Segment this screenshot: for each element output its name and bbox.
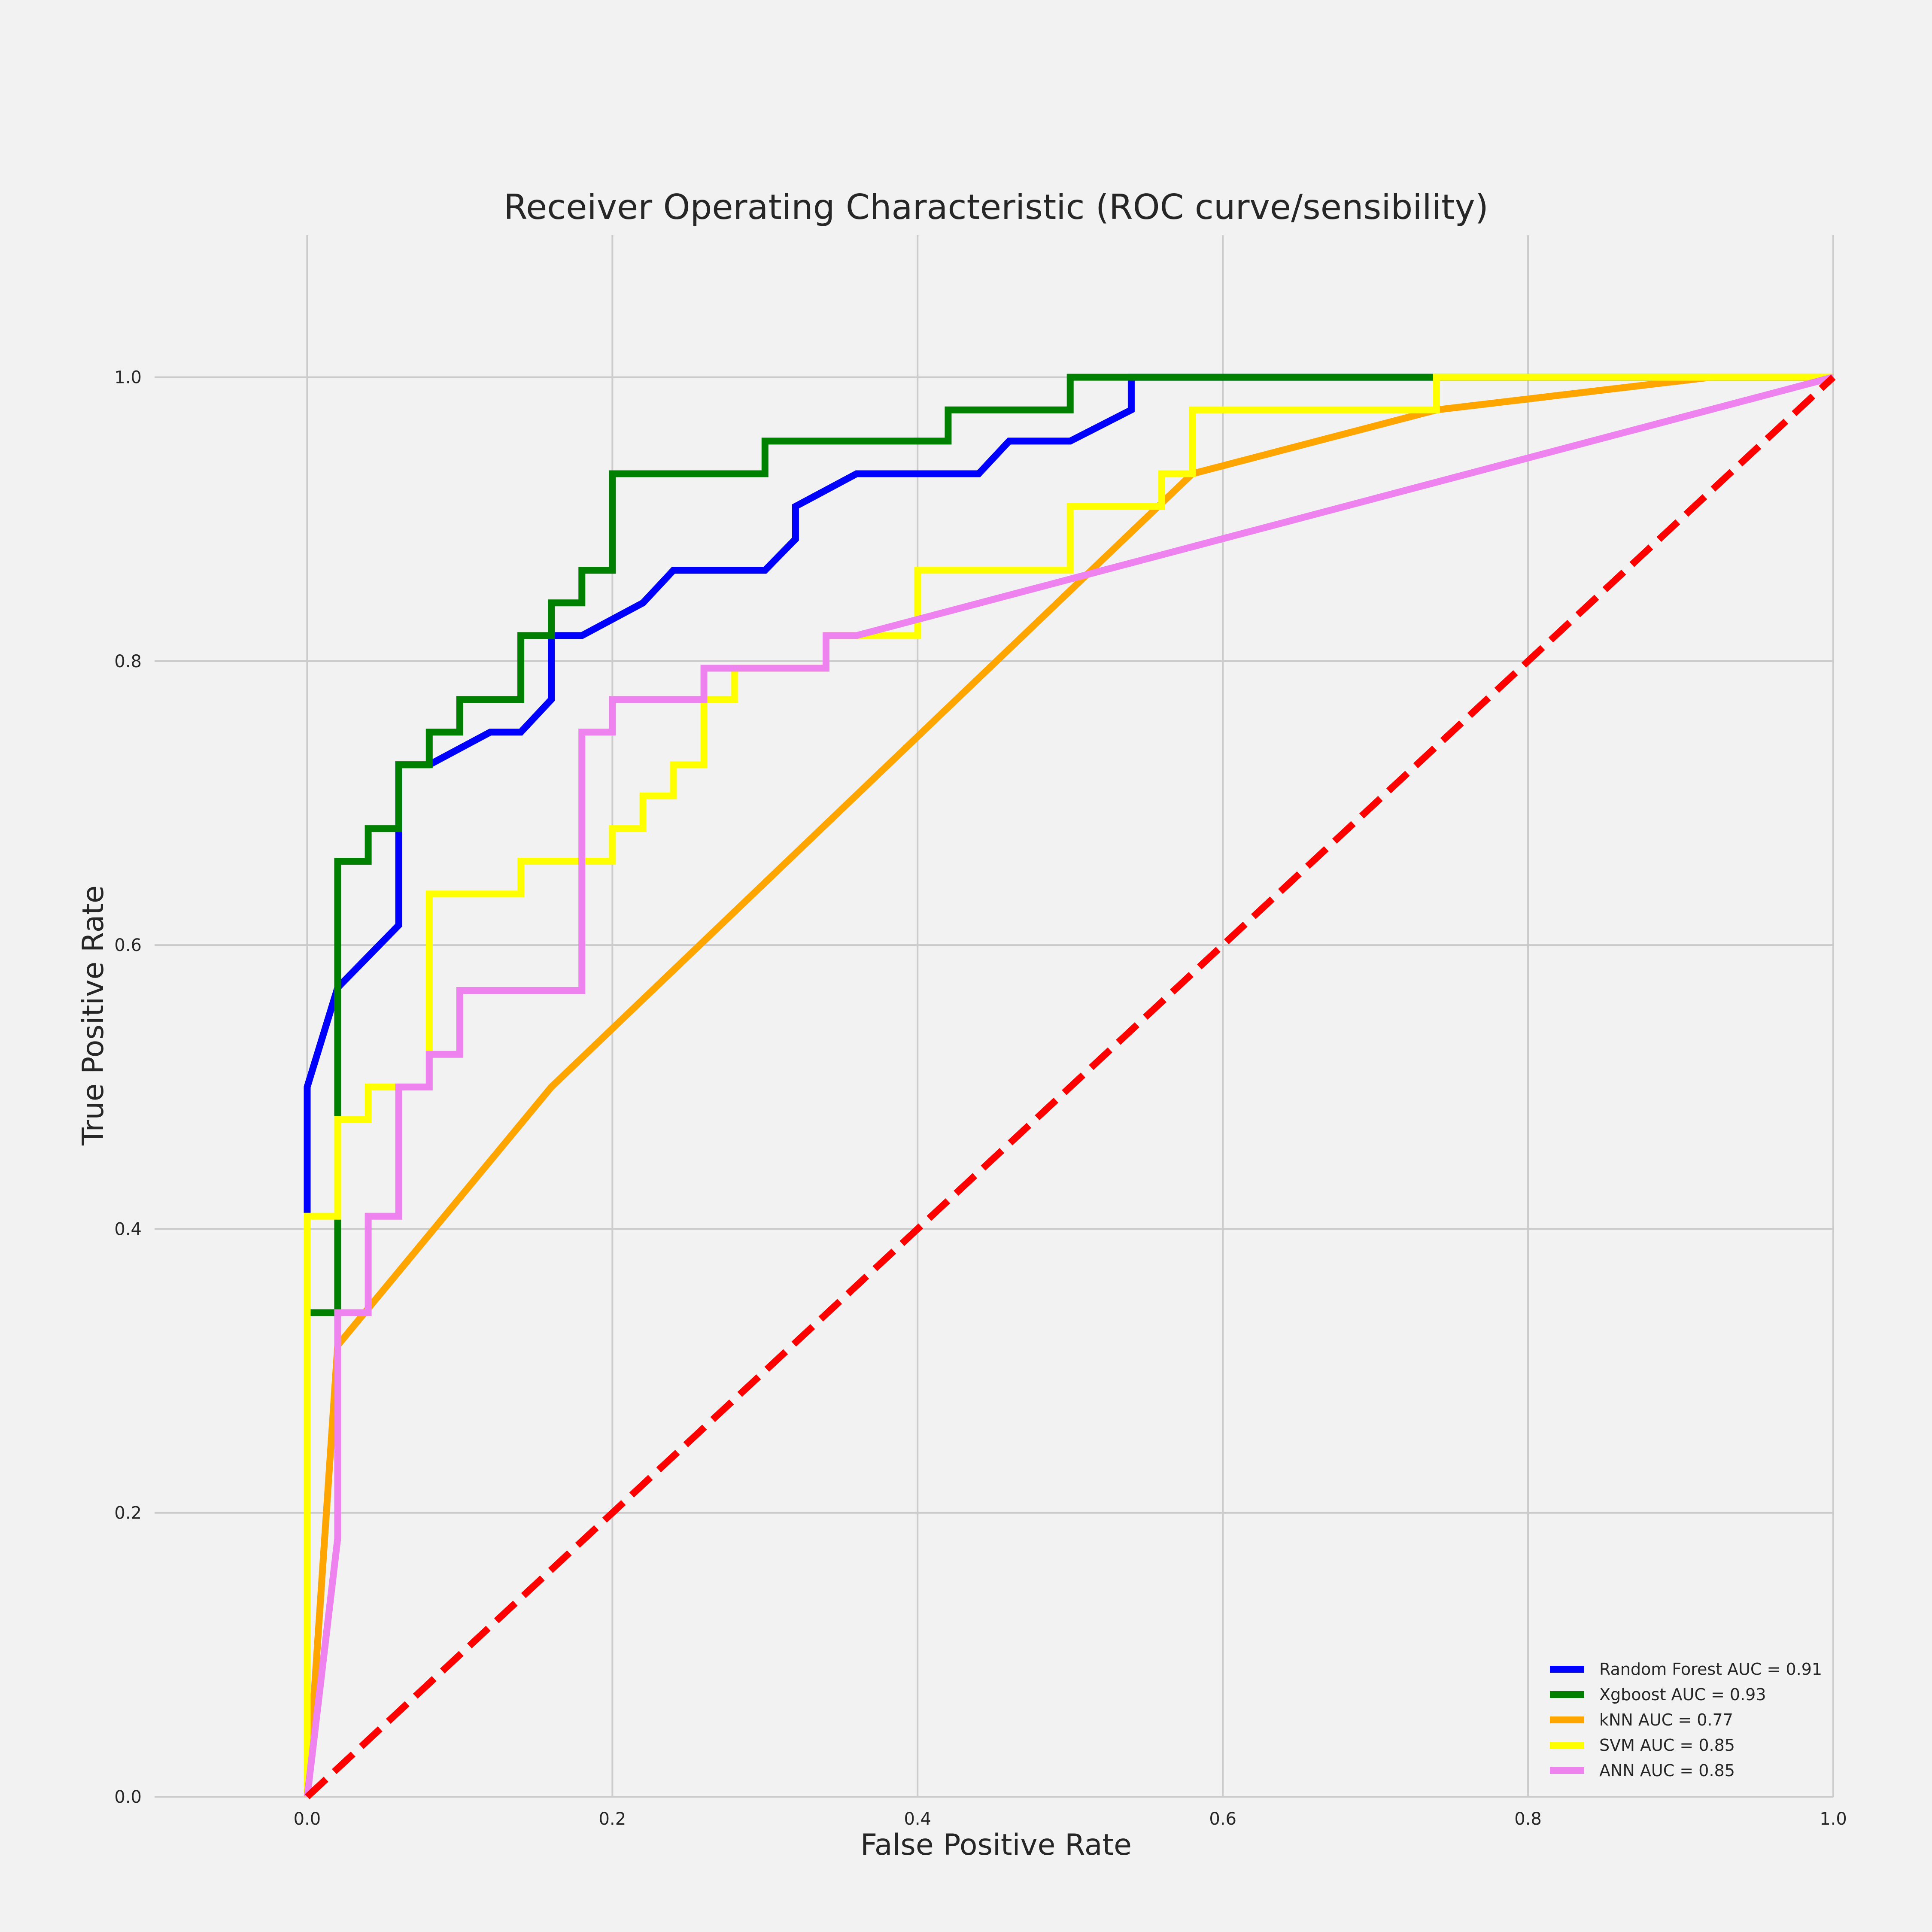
x-tick-label-5: 1.0 [1820, 1809, 1847, 1829]
legend-label-svm: SVM AUC = 0.85 [1599, 1736, 1735, 1755]
series-line-ann [304, 374, 1835, 1797]
x-tick-label-4: 0.8 [1514, 1809, 1542, 1829]
y-tick-label-3: 0.6 [114, 936, 142, 955]
y-tick-label-2: 0.4 [114, 1219, 142, 1239]
x-tick-label-1: 0.2 [599, 1809, 626, 1829]
legend: Random Forest AUC = 0.91 Xgboost AUC = 0.… [1550, 1660, 1822, 1780]
x-tick-label-2: 0.4 [904, 1809, 931, 1829]
y-tick-label-1: 0.2 [114, 1504, 142, 1523]
legend-label-knn: kNN AUC = 0.77 [1599, 1710, 1733, 1729]
x-tick-label-3: 0.6 [1209, 1809, 1236, 1829]
reference-diagonal-line [305, 374, 1836, 1799]
series-layer [304, 374, 1836, 1799]
x-axis-label: False Positive Rate [860, 1828, 1132, 1862]
series-line-xgboost [304, 374, 1833, 1797]
tick-layer: 0.0 0.2 0.4 0.6 0.8 1.0 0.0 0.2 0.4 0.6 0.8 1.0 [114, 368, 1847, 1829]
y-axis-label: True Positive Rate [76, 885, 110, 1146]
chart-title: Receiver Operating Characteristic (ROC c… [504, 187, 1488, 227]
series-line-random-forest [304, 374, 1833, 1797]
legend-label-ann: ANN AUC = 0.85 [1599, 1761, 1735, 1780]
legend-label-xgboost: Xgboost AUC = 0.93 [1599, 1685, 1766, 1704]
legend-label-random-forest: Random Forest AUC = 0.91 [1599, 1660, 1822, 1679]
x-tick-label-0: 0.0 [294, 1809, 321, 1829]
y-tick-label-0: 0.0 [114, 1787, 142, 1807]
series-line-svm [304, 374, 1833, 1797]
y-tick-label-4: 0.8 [114, 652, 142, 671]
y-tick-label-5: 1.0 [114, 368, 142, 388]
